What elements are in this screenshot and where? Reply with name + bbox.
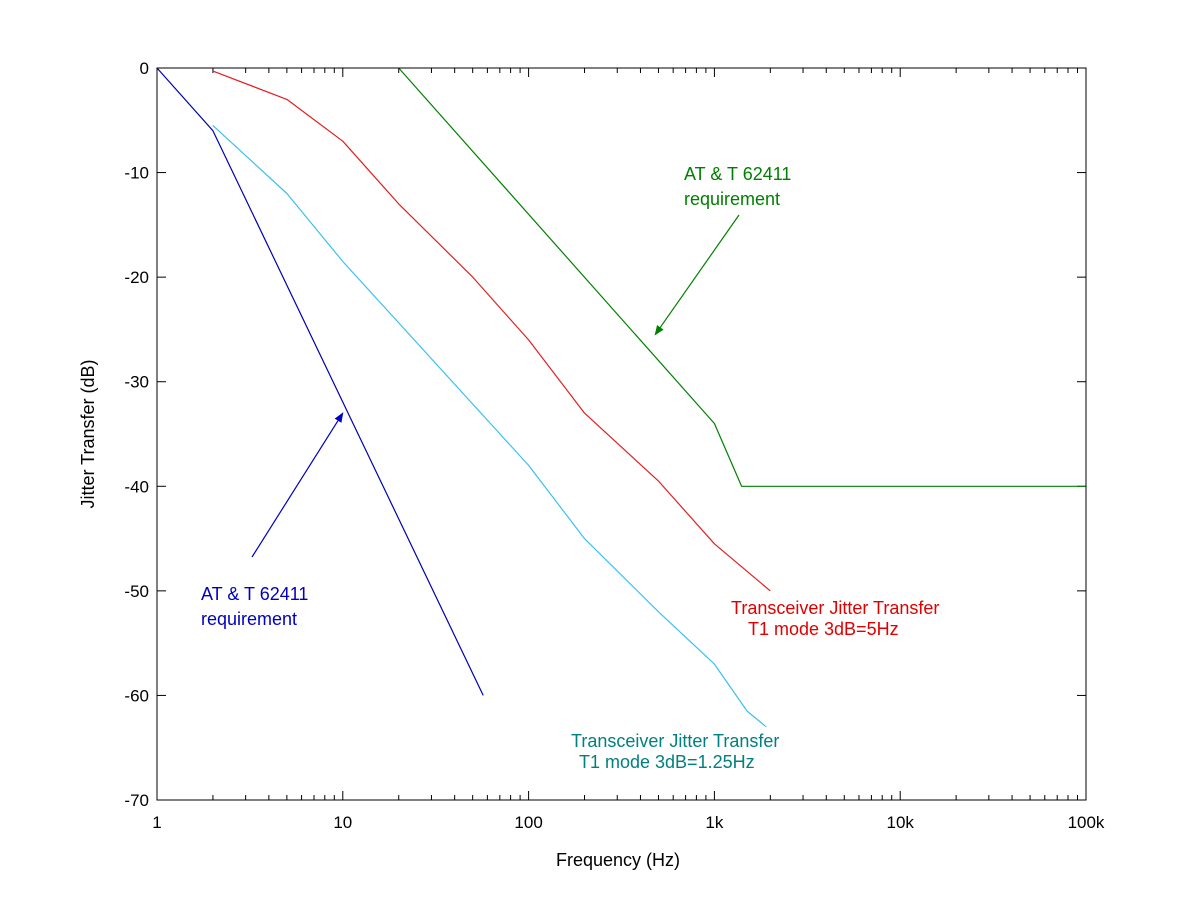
y-tick-label: -10 [124,164,149,183]
y-axis-label: Jitter Transfer (dB) [78,359,98,508]
x-tick-label: 100 [514,813,542,832]
y-tick-label: 0 [140,59,149,78]
x-tick-label: 10k [886,813,914,832]
annotation-blue-req: AT & T 62411 requirement [201,584,308,629]
annotation-line: requirement [201,609,297,629]
annotation-green-req: AT & T 62411 requirement [684,164,791,209]
plot-frame [156,67,1087,801]
y-tick-label: -30 [124,373,149,392]
annotation-line: Transceiver Jitter Transfer [731,598,939,618]
annotation-cyan-label: Transceiver Jitter Transfer T1 mode 3dB=1… [571,731,779,772]
y-tick-label: -60 [124,686,149,705]
x-tick-label: 1 [152,813,161,832]
annotation-line: Transceiver Jitter Transfer [571,731,779,751]
x-tick-label: 10 [333,813,352,832]
annotation-line: AT & T 62411 [201,584,308,604]
x-tick-label: 100k [1068,813,1105,832]
annotation-red-label: Transceiver Jitter Transfer T1 mode 3dB=5… [731,598,939,639]
x-tick-label: 1k [705,813,723,832]
annotation-line: AT & T 62411 [684,164,791,184]
plot-background [157,68,1086,800]
series-line-2 [212,125,767,728]
annotation-arrow-green-req [654,214,740,336]
series-line-3 [212,70,771,592]
annotation-line: requirement [684,189,780,209]
annotation-line: T1 mode 3dB=1.25Hz [579,752,755,772]
annotation-line: T1 mode 3dB=5Hz [748,619,899,639]
series-line-4 [398,67,1086,487]
series-line-1 [156,67,484,696]
y-tick-label: -70 [124,791,149,810]
annotation-arrow-blue-req [251,412,344,558]
x-axis-label: Frequency (Hz) [556,850,680,870]
y-tick-label: -40 [124,477,149,496]
y-tick-label: -50 [124,582,149,601]
y-tick-label: -20 [124,268,149,287]
